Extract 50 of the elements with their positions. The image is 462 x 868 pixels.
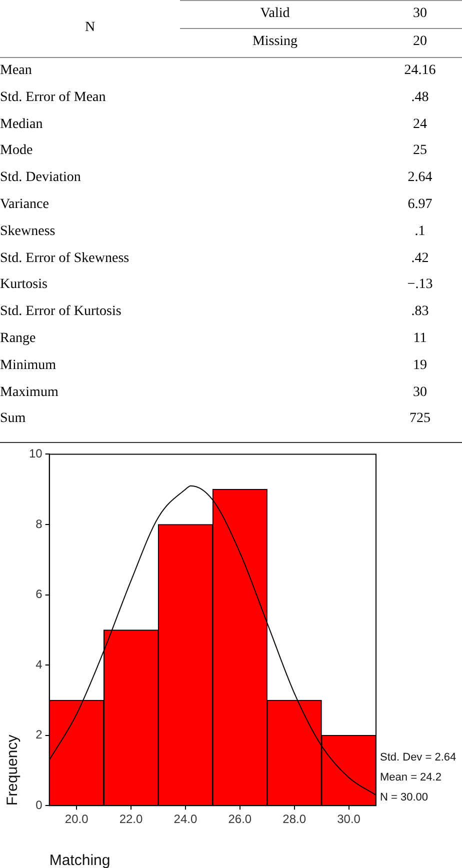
text: Maximum [0, 384, 58, 401]
x-axis-title: Matching [49, 852, 110, 868]
text: 24 [412, 116, 428, 133]
text: Kurtosis [0, 277, 48, 294]
text: 6.97 [406, 197, 434, 213]
text: Sum [0, 411, 26, 428]
x-tick-label: 26.0 [228, 812, 252, 826]
y-axis-title: Frequency [4, 734, 22, 806]
text: 25 [412, 143, 428, 160]
text: Mean = 24.2 [380, 772, 442, 784]
text: .42 [410, 250, 430, 267]
x-tick-label: 30.0 [337, 812, 361, 826]
text: Minimum [0, 358, 56, 374]
text: 19 [412, 358, 428, 374]
y-tick-label: 8 [36, 516, 43, 531]
x-tick-label: 28.0 [282, 812, 306, 826]
text: Mean [0, 63, 32, 79]
text: Std. Deviation [0, 170, 81, 186]
text: Mode [0, 143, 33, 160]
text: Std. Error of Kurtosis [0, 304, 122, 320]
text: N = 30.00 [380, 792, 428, 804]
text: −.13 [406, 277, 434, 294]
text: Skewness [0, 224, 56, 240]
y-tick-label: 2 [36, 728, 43, 742]
y-tick-label: 10 [28, 446, 43, 461]
text: Std. Dev = 2.64 [380, 752, 456, 764]
text: 725 [408, 411, 432, 428]
y-tick-label: 4 [36, 658, 43, 672]
text: Std. Error of Skewness [0, 250, 130, 267]
text: .48 [410, 90, 430, 106]
text: Valid [259, 6, 291, 22]
x-tick-label: 20.0 [64, 812, 89, 826]
text: Std. Error of Mean [0, 90, 106, 106]
text: 2.64 [406, 170, 434, 186]
text: 30 [412, 6, 428, 22]
x-tick-label: 22.0 [119, 812, 144, 826]
text: 24.16 [403, 63, 437, 79]
text: 20 [412, 34, 428, 50]
text: .1 [414, 224, 426, 240]
text: Range [0, 331, 36, 347]
text: Median [0, 116, 43, 133]
text: Missing [251, 34, 299, 50]
y-tick-label: 0 [36, 798, 43, 812]
x-tick-label: 24.0 [174, 812, 198, 826]
text: N [84, 20, 96, 36]
text: 11 [412, 331, 428, 347]
text: Variance [0, 197, 49, 213]
text: .83 [410, 304, 430, 320]
y-tick-label: 6 [36, 587, 43, 602]
text: 30 [412, 384, 428, 401]
